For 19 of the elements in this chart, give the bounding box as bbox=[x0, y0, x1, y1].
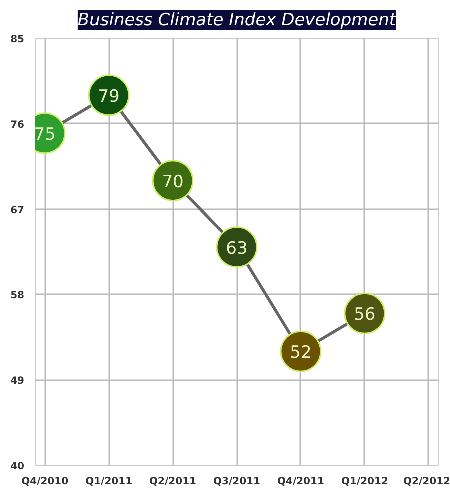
y-tick-label: 58 bbox=[10, 290, 25, 302]
data-label: 79 bbox=[98, 86, 120, 107]
x-tick-label: Q2/2011 bbox=[150, 476, 197, 488]
x-tick-label: Q3/2011 bbox=[214, 476, 261, 488]
y-tick-label: 40 bbox=[10, 462, 25, 472]
data-label: 56 bbox=[354, 305, 376, 326]
data-label: 63 bbox=[226, 238, 248, 259]
x-tick-label: Q4/2011 bbox=[277, 476, 324, 488]
x-tick-label: Q1/2012 bbox=[341, 476, 388, 488]
y-tick-label: 49 bbox=[10, 376, 25, 388]
x-tick-label: Q1/2011 bbox=[86, 476, 133, 488]
data-label: 75 bbox=[34, 124, 56, 145]
y-tick-label: 67 bbox=[10, 205, 25, 216]
data-label: 52 bbox=[290, 343, 312, 364]
x-tick-label: Q4/2010 bbox=[22, 476, 69, 488]
x-tick-label: Q2/2012 bbox=[404, 476, 450, 488]
data-label: 70 bbox=[162, 172, 184, 192]
y-tick-label: 76 bbox=[10, 120, 25, 131]
y-tick-label: 85 bbox=[10, 34, 25, 46]
